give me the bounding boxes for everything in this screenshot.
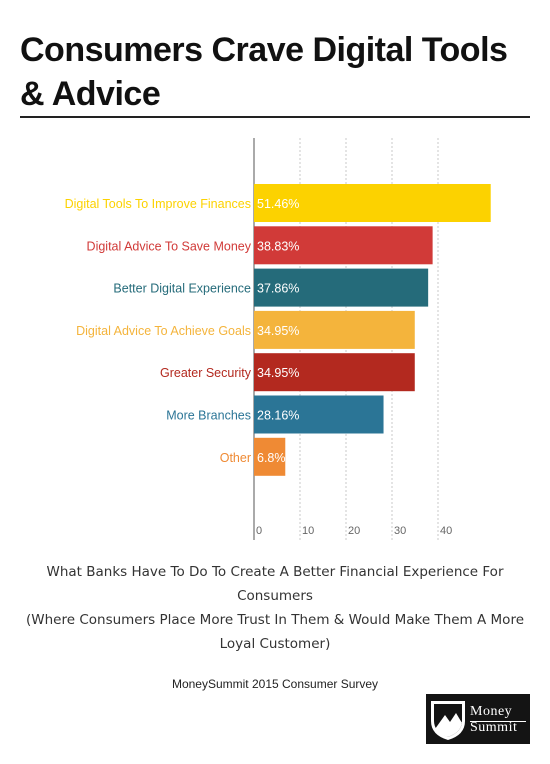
x-tick-label-3: 30 [394, 525, 406, 537]
value-label-1: 38.83% [257, 239, 299, 253]
value-label-6: 6.8% [257, 451, 286, 465]
source-note: MoneySummit 2015 Consumer Survey [171, 677, 379, 691]
chart-caption: What Banks Have To Do To Create A Better… [20, 560, 530, 656]
shield-icon [431, 701, 465, 740]
logo-text-money: Money [470, 704, 513, 719]
category-label-6: Other [220, 451, 251, 465]
money-summit-logo: Money Summit [426, 694, 530, 744]
bar-1 [254, 226, 433, 265]
value-label-0: 51.46% [257, 197, 299, 211]
caption-line-2: (Where Consumers Place More Trust In The… [26, 612, 524, 652]
value-label-4: 34.95% [257, 366, 299, 380]
logo-text-summit: Summit [470, 720, 518, 735]
title-divider [20, 116, 530, 118]
category-label-2: Better Digital Experience [113, 282, 251, 296]
caption-line-1: What Banks Have To Do To Create A Better… [46, 564, 504, 604]
value-label-2: 37.86% [257, 282, 299, 296]
category-label-4: Greater Security [160, 366, 252, 380]
value-label-5: 28.16% [257, 409, 299, 423]
bar-5 [254, 395, 384, 434]
chart-title: Consumers Crave Digital Tools & Advice [20, 31, 508, 113]
x-tick-label-4: 40 [440, 525, 452, 537]
x-tick-label-2: 20 [348, 525, 360, 537]
bar-chart: Digital Tools To Improve Finances 51.46% D… [65, 138, 491, 540]
category-label-3: Digital Advice To Achieve Goals [76, 324, 251, 338]
x-tick-label-0: 0 [256, 525, 262, 537]
bar-6 [254, 437, 286, 476]
x-tick-label-1: 10 [302, 525, 314, 537]
bar-4 [254, 353, 415, 392]
value-label-3: 34.95% [257, 324, 299, 338]
logo-divider [470, 721, 526, 722]
category-label-0: Digital Tools To Improve Finances [65, 197, 251, 211]
category-label-1: Digital Advice To Save Money [87, 239, 252, 253]
bar-3 [254, 310, 415, 349]
bar-2 [254, 268, 429, 307]
bar-0 [254, 184, 491, 222]
category-label-5: More Branches [166, 409, 251, 423]
